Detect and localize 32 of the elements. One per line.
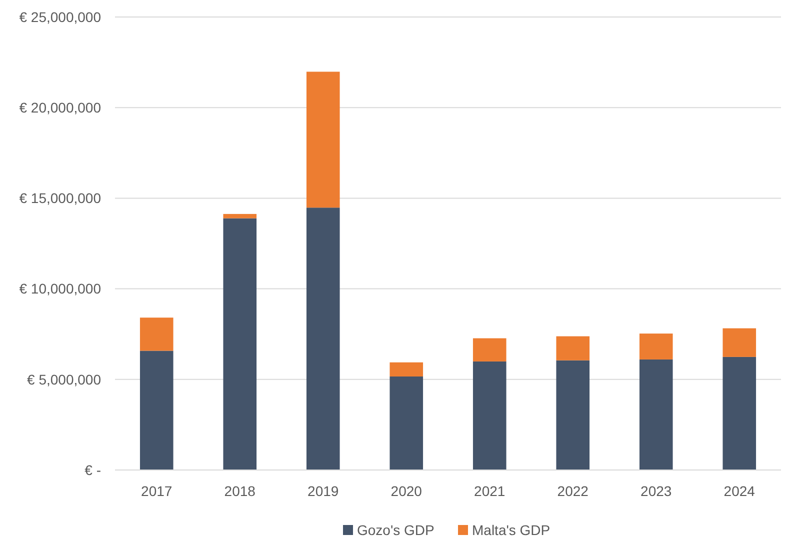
bar [306,208,340,470]
y-tick-label: € 25,000,000 [19,8,102,25]
bar [223,218,257,470]
y-tick-label: € - [84,462,102,478]
bar [556,336,590,360]
bar [223,214,257,218]
bar [472,361,506,470]
bar [306,72,340,208]
bar [722,328,756,357]
x-tick-label: 2019 [308,483,339,499]
bar [556,360,590,470]
bar [140,318,174,351]
bar [722,356,756,470]
y-tick-label: € 15,000,000 [19,190,102,206]
legend-label: Gozo's GDP [357,522,434,538]
bar [140,350,174,470]
legend-label: Malta's GDP [472,522,550,538]
y-tick-label: € 5,000,000 [27,371,102,388]
x-tick-label: 2023 [640,483,672,499]
x-tick-label: 2024 [724,483,756,499]
bar [390,362,424,376]
y-tick-label: € 20,000,000 [19,100,102,116]
x-tick-label: 2021 [474,483,506,499]
x-tick-label: 2020 [390,483,422,499]
x-tick-label: 2017 [141,483,172,499]
bar [639,359,673,470]
bar [472,338,506,362]
bar [390,376,424,470]
x-tick-label: 2018 [224,483,256,499]
x-tick-label: 2022 [557,483,589,499]
bar [639,334,673,360]
y-tick-label: € 10,000,000 [19,280,102,297]
